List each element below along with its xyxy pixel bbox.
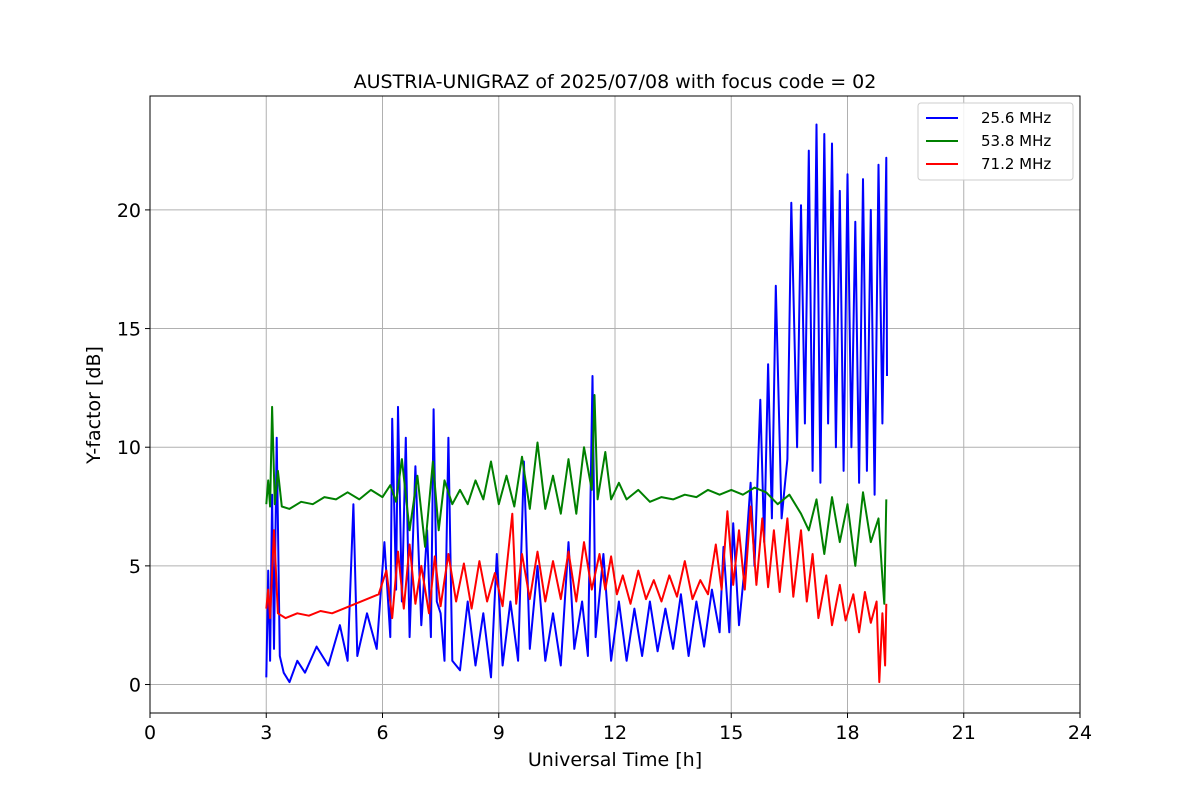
- legend-entry-label: 53.8 MHz: [981, 132, 1051, 150]
- plot-lines: [265, 123, 888, 684]
- grid: [150, 96, 1080, 713]
- x-tick-label: 9: [493, 722, 505, 744]
- y-tick-label: 20: [117, 200, 141, 222]
- y-tick-label: 0: [129, 675, 141, 697]
- y-tick-label: 15: [117, 319, 141, 341]
- x-axis-label: Universal Time [h]: [528, 749, 702, 771]
- legend-box: [917, 102, 1074, 181]
- x-axis: 0 3 6 9 12 15 18 21 24: [144, 713, 1092, 744]
- legend-entry-label: 71.2 MHz: [981, 155, 1051, 173]
- y-axis: 0 5 10 15 20: [117, 200, 150, 697]
- series-line-71-2-mhz: [265, 505, 888, 684]
- series-line-25-6-mhz: [265, 123, 888, 684]
- x-tick-label: 0: [144, 722, 156, 744]
- x-tick-label: 18: [835, 722, 859, 744]
- y-axis-label: Y-factor [dB]: [83, 346, 105, 465]
- x-tick-label: 24: [1068, 722, 1092, 744]
- x-tick-label: 6: [376, 722, 388, 744]
- series-line-53-8-mhz: [265, 394, 888, 605]
- x-tick-label: 15: [719, 722, 743, 744]
- y-tick-label: 10: [117, 437, 141, 459]
- x-tick-label: 12: [603, 722, 627, 744]
- legend-entry-label: 25.6 MHz: [981, 109, 1051, 127]
- x-tick-label: 3: [260, 722, 272, 744]
- legend: 25.6 MHz 53.8 MHz 71.2 MHz: [917, 102, 1074, 181]
- y-tick-label: 5: [129, 556, 141, 578]
- x-tick-label: 21: [952, 722, 976, 744]
- chart-title: AUSTRIA-UNIGRAZ of 2025/07/08 with focus…: [354, 71, 877, 93]
